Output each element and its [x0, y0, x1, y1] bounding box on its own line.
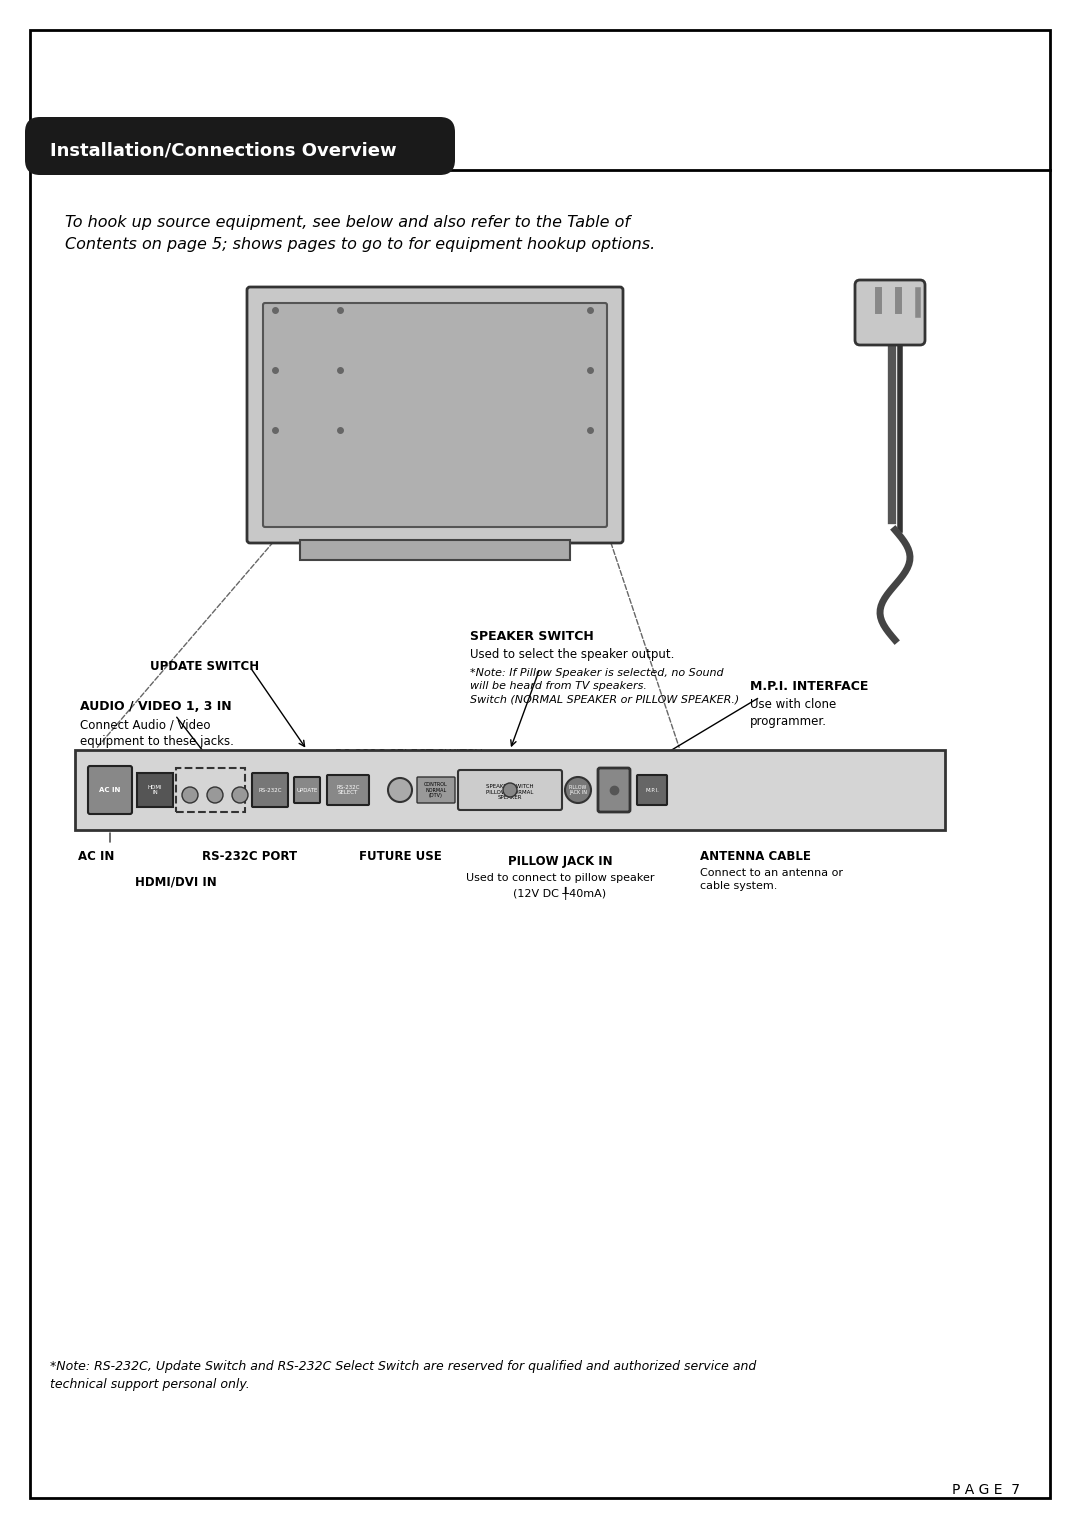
Text: PILLOW JACK IN: PILLOW JACK IN: [508, 856, 612, 868]
Text: *Note: If Pillow Speaker is selected, no Sound
will be heard from TV speakers.
S: *Note: If Pillow Speaker is selected, no…: [470, 668, 739, 704]
Text: AUDIO / VIDEO 1, 3 IN: AUDIO / VIDEO 1, 3 IN: [80, 700, 231, 714]
Text: FUTURE USE: FUTURE USE: [359, 850, 442, 863]
FancyBboxPatch shape: [855, 280, 924, 345]
Text: ANTENNA CABLE: ANTENNA CABLE: [700, 850, 811, 863]
Text: Connect to an antenna or
cable system.: Connect to an antenna or cable system.: [700, 868, 843, 891]
Text: CONTROL
NORMAL
(DTV): CONTROL NORMAL (DTV): [424, 782, 448, 798]
Text: RS-232C PORT: RS-232C PORT: [202, 850, 298, 863]
Text: Used to connect to pillow speaker
(12V DC ╀40mA): Used to connect to pillow speaker (12V D…: [465, 872, 654, 900]
Text: RS-232C
SELECT: RS-232C SELECT: [336, 784, 360, 796]
FancyBboxPatch shape: [417, 778, 455, 804]
Circle shape: [232, 787, 248, 804]
FancyBboxPatch shape: [458, 770, 562, 810]
Text: To hook up source equipment, see below and also refer to the Table of
Contents o: To hook up source equipment, see below a…: [65, 215, 656, 252]
Text: HDMI
IN: HDMI IN: [148, 784, 162, 796]
Text: SPEAKER SWITCH
PILLOW  NORMAL
SPEAKER: SPEAKER SWITCH PILLOW NORMAL SPEAKER: [486, 784, 534, 801]
Text: AC IN: AC IN: [78, 850, 114, 863]
Text: PILLOW
JACK IN: PILLOW JACK IN: [569, 784, 588, 796]
FancyBboxPatch shape: [252, 773, 288, 807]
Text: *Note: RS-232C, Update Switch and RS-232C Select Switch are reserved for qualifi: *Note: RS-232C, Update Switch and RS-232…: [50, 1360, 756, 1390]
FancyBboxPatch shape: [137, 773, 173, 807]
FancyBboxPatch shape: [75, 750, 945, 830]
Text: Installation/Connections Overview: Installation/Connections Overview: [50, 141, 396, 159]
Circle shape: [388, 778, 411, 802]
Circle shape: [207, 787, 222, 804]
FancyBboxPatch shape: [25, 118, 455, 176]
Text: UPDATE SWITCH: UPDATE SWITCH: [150, 660, 259, 672]
Circle shape: [565, 778, 591, 804]
FancyBboxPatch shape: [637, 775, 667, 805]
FancyBboxPatch shape: [327, 775, 369, 805]
Circle shape: [503, 782, 517, 798]
FancyBboxPatch shape: [264, 303, 607, 527]
Text: SPEAKER SWITCH: SPEAKER SWITCH: [470, 630, 594, 643]
FancyBboxPatch shape: [294, 778, 320, 804]
Text: RS-232C SELECT SWITCH: RS-232C SELECT SWITCH: [335, 749, 483, 761]
Text: P A G E  7: P A G E 7: [951, 1484, 1020, 1497]
Text: Use with clone
programmer.: Use with clone programmer.: [750, 698, 836, 727]
Text: M.P.I. INTERFACE: M.P.I. INTERFACE: [750, 680, 868, 694]
Circle shape: [183, 787, 198, 804]
FancyBboxPatch shape: [300, 539, 570, 559]
Text: Connect Audio / Video
equipment to these jacks.: Connect Audio / Video equipment to these…: [80, 718, 234, 749]
Text: AC IN: AC IN: [99, 787, 121, 793]
Text: Used to select the speaker output.: Used to select the speaker output.: [470, 648, 674, 662]
FancyBboxPatch shape: [247, 287, 623, 542]
FancyBboxPatch shape: [598, 769, 630, 811]
Text: M.P.I.: M.P.I.: [645, 787, 659, 793]
Text: HDMI/DVI IN: HDMI/DVI IN: [135, 876, 217, 888]
FancyBboxPatch shape: [87, 766, 132, 814]
Text: RS-232C: RS-232C: [258, 787, 282, 793]
Text: UPDATE: UPDATE: [296, 787, 318, 793]
